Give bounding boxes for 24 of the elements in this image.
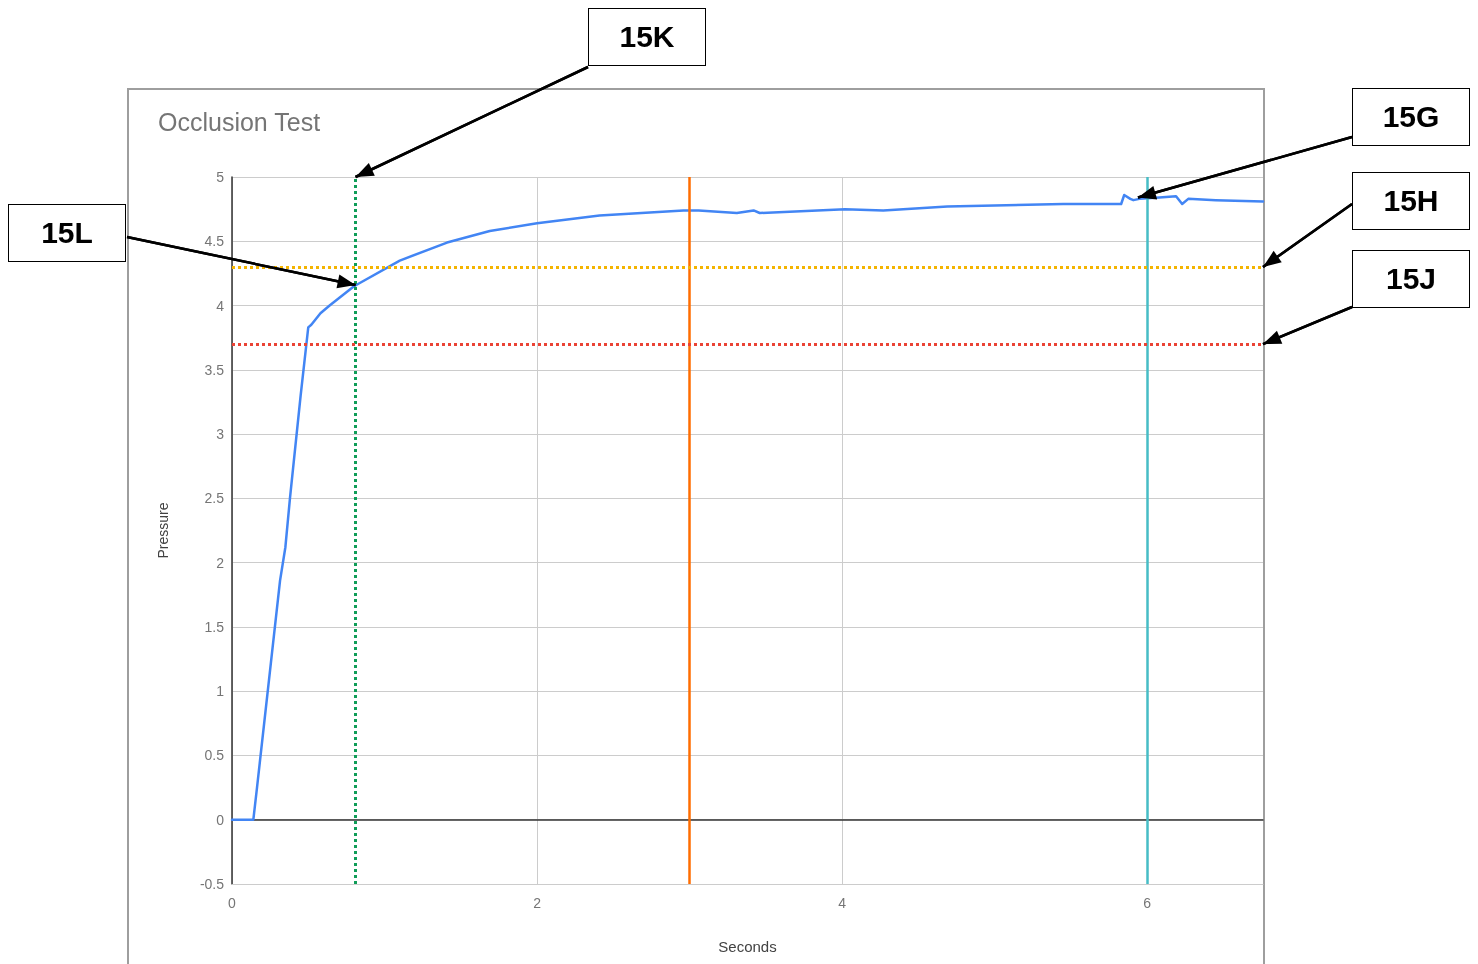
y-tick-label: -0.5 bbox=[199, 876, 225, 892]
y-tick-label: 0.5 bbox=[204, 747, 225, 764]
y-tick-label: 3 bbox=[216, 426, 225, 443]
x-tick-label: 2 bbox=[533, 895, 542, 911]
annotation: 15H bbox=[1352, 172, 1470, 230]
y-axis-title: Pressure bbox=[155, 502, 171, 559]
y-tick-label: 4.5 bbox=[204, 233, 225, 250]
y-tick-label: 4 bbox=[216, 297, 225, 314]
y-tick-label: 0 bbox=[216, 811, 225, 828]
x-tick-label: 4 bbox=[838, 895, 847, 911]
y-tick-label: 2.5 bbox=[204, 490, 225, 507]
x-axis-title: Seconds bbox=[718, 938, 777, 955]
annotation: 15J bbox=[1352, 250, 1470, 308]
y-tick-label: 1 bbox=[216, 683, 225, 700]
annotation: 15K bbox=[588, 8, 706, 66]
y-tick-label: 2 bbox=[216, 554, 225, 571]
x-tick-label: 0 bbox=[228, 895, 237, 911]
chart-title: Occlusion Test bbox=[158, 107, 321, 136]
annotation: 15L bbox=[8, 204, 126, 262]
x-tick-label: 6 bbox=[1143, 895, 1152, 911]
y-tick-label: 1.5 bbox=[204, 618, 225, 635]
annotation: 15G bbox=[1352, 88, 1470, 146]
y-tick-label: 5 bbox=[216, 169, 225, 185]
y-tick-label: 3.5 bbox=[204, 361, 225, 378]
